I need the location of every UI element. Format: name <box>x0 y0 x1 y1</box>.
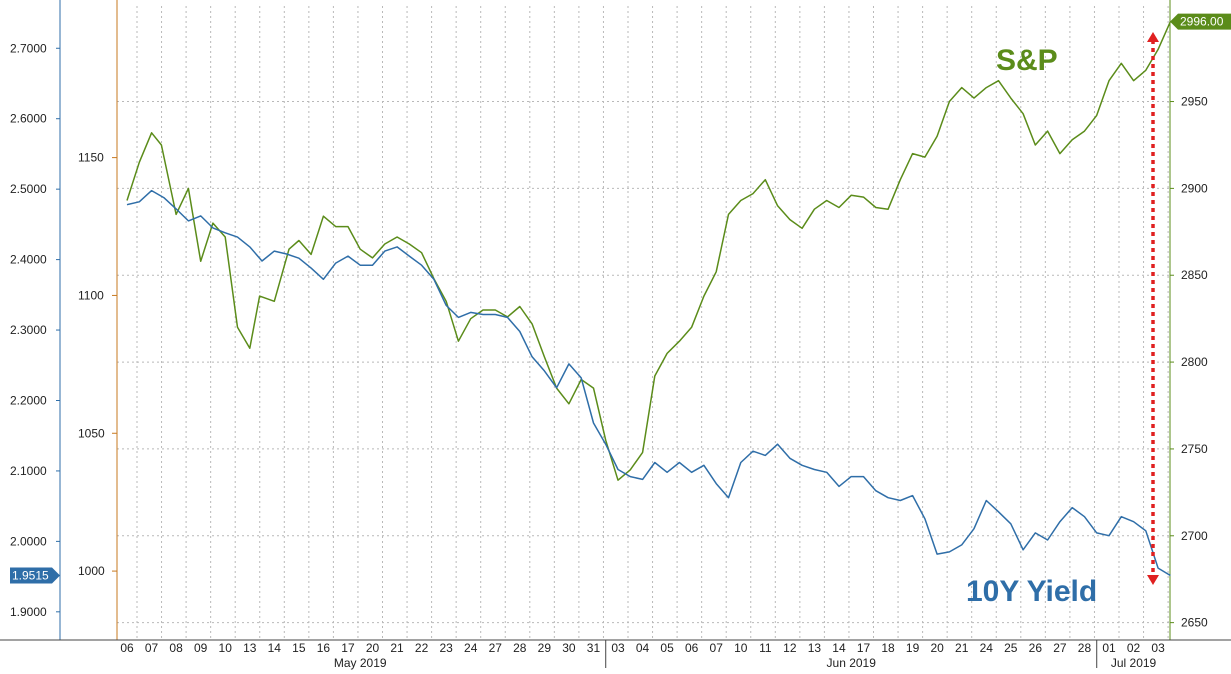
x-axis-month-label: May 2019 <box>334 656 387 670</box>
sp-axis-tick-label: 2850 <box>1181 268 1208 282</box>
sp-axis-tick-label: 2650 <box>1181 616 1208 630</box>
yield-series-label: 10Y Yield <box>966 575 1097 608</box>
sp-series-label: S&P <box>996 44 1058 77</box>
x-axis-day-label: 18 <box>881 641 895 655</box>
x-axis-day-label: 02 <box>1127 641 1141 655</box>
x-axis-day-label: 24 <box>980 641 994 655</box>
x-axis-day-label: 14 <box>832 641 846 655</box>
x-axis-day-label: 07 <box>145 641 159 655</box>
x-axis-day-label: 04 <box>636 641 650 655</box>
x-axis-day-label: 26 <box>1029 641 1043 655</box>
x-axis-day-label: 16 <box>317 641 331 655</box>
sp-axis-tick-label: 2950 <box>1181 95 1208 109</box>
yield-axis-tick-label: 2.4000 <box>10 253 47 267</box>
yield-axis-tick-label: 2.3000 <box>10 323 47 337</box>
yield-axis-tick-label: 2.7000 <box>10 41 47 55</box>
yield-axis-tick-label: 2.0000 <box>10 534 47 548</box>
divergence-arrow-head-top <box>1147 32 1159 42</box>
series-layer <box>126 21 1172 577</box>
x-axis-day-label: 29 <box>538 641 552 655</box>
inner-axis-tick-label: 1000 <box>78 564 105 578</box>
x-axis-day-label: 11 <box>759 641 772 655</box>
x-axis-day-label: 17 <box>341 641 355 655</box>
x-axis-day-label: 05 <box>660 641 674 655</box>
yield-axis-tick-label: 2.5000 <box>10 182 47 196</box>
yield-axis-tick-label: 2.6000 <box>10 112 47 126</box>
x-axis-day-label: 03 <box>1151 641 1165 655</box>
sp-axis-tick-label: 2700 <box>1181 529 1208 543</box>
annotation-layer: S&P 10Y Yield 2996.00 1.9515 <box>10 13 1231 608</box>
x-axis-day-label: 27 <box>1053 641 1067 655</box>
x-axis-day-label: 17 <box>857 641 871 655</box>
sp-last-value-badge <box>1170 13 1231 30</box>
x-axis-day-label: 24 <box>464 641 478 655</box>
yield-axis-tick-label: 2.1000 <box>10 464 47 478</box>
sp-axis-tick-label: 2800 <box>1181 355 1208 369</box>
x-axis-day-label: 15 <box>292 641 306 655</box>
x-axis-day-label: 21 <box>390 641 404 655</box>
sp-axis-tick-label: 2750 <box>1181 442 1208 456</box>
yield-series-line <box>126 189 1171 577</box>
inner-axis-tick-label: 1100 <box>78 288 104 302</box>
yield-axis-tick-label: 2.2000 <box>10 393 47 407</box>
yield-axis-tick-label: 1.9000 <box>10 605 47 619</box>
x-axis-day-label: 20 <box>366 641 380 655</box>
grid-layer <box>117 6 1170 640</box>
x-axis-day-label: 31 <box>587 641 601 655</box>
x-axis-day-label: 23 <box>439 641 453 655</box>
x-axis-day-label: 13 <box>808 641 822 655</box>
x-axis-day-label: 28 <box>1078 641 1092 655</box>
yield-last-value-badge <box>10 567 60 584</box>
x-axis-day-label: 08 <box>169 641 183 655</box>
x-axis-day-label: 03 <box>611 641 625 655</box>
x-axis-day-label: 19 <box>906 641 920 655</box>
yield-last-value-text: 1.9515 <box>12 569 49 583</box>
x-axis-day-label: 06 <box>120 641 134 655</box>
x-axis-day-label: 13 <box>243 641 257 655</box>
x-axis-day-label: 06 <box>685 641 699 655</box>
sp-series-line <box>126 21 1172 481</box>
sp-axis-tick-label: 2900 <box>1181 181 1208 195</box>
inner-axis-tick-label: 1050 <box>78 426 105 440</box>
x-axis-day-label: 21 <box>955 641 969 655</box>
x-axis-month-label: Jul 2019 <box>1111 656 1157 670</box>
x-axis-day-label: 10 <box>734 641 748 655</box>
x-axis-day-label: 22 <box>415 641 429 655</box>
x-axis-day-label: 12 <box>783 641 797 655</box>
x-axis-day-label: 14 <box>268 641 282 655</box>
x-axis-day-label: 30 <box>562 641 576 655</box>
x-axis-day-label: 28 <box>513 641 527 655</box>
x-axis-day-label: 20 <box>930 641 944 655</box>
x-axis-day-label: 01 <box>1102 641 1116 655</box>
x-axis-day-label: 10 <box>219 641 233 655</box>
sp-last-value-text: 2996.00 <box>1180 15 1224 29</box>
inner-axis-tick-label: 1150 <box>78 151 104 165</box>
x-axis-day-label: 25 <box>1004 641 1018 655</box>
x-axis-day-label: 27 <box>489 641 503 655</box>
x-axis-day-label: 09 <box>194 641 208 655</box>
x-axis-day-label: 07 <box>710 641 724 655</box>
x-axis-month-label: Jun 2019 <box>827 656 877 670</box>
divergence-arrow-head-bottom <box>1147 575 1159 585</box>
